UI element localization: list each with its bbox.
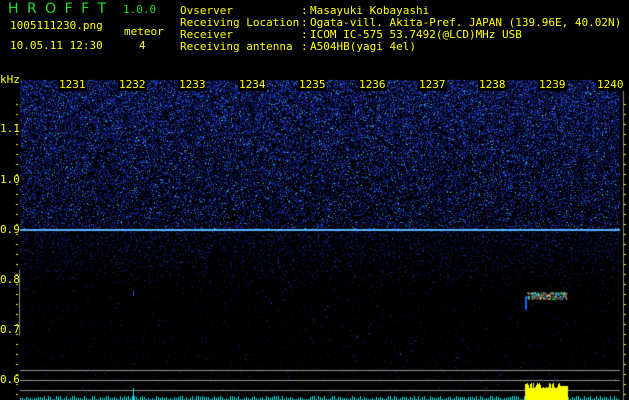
x-tick-label: 1237 — [418, 78, 447, 91]
antenna-label: Receiving antenna — [180, 40, 293, 53]
y-unit-label: kHz — [0, 73, 20, 86]
observer-label: Ovserver — [180, 4, 233, 17]
y-tick-label: 0.9 — [0, 223, 20, 236]
x-tick-label: 1236 — [358, 78, 387, 91]
location-label: Receiving Location — [180, 16, 300, 29]
y-tick-label: 0.6 — [0, 373, 20, 386]
y-tick-label: 1.0 — [0, 173, 20, 186]
observer-colon: : — [301, 4, 308, 17]
location-colon: : — [301, 16, 308, 29]
app-logo: H R O F F T — [8, 1, 109, 17]
receiver-value: ICOM IC-575 53.7492(@LCD)MHz USB — [310, 28, 522, 41]
file-name: 1005111230.png — [10, 19, 103, 32]
x-tick-label: 1233 — [178, 78, 207, 91]
x-tick-label: 1232 — [118, 78, 147, 91]
y-tick-label: 1.1 — [0, 122, 20, 135]
meteor-label: meteor — [124, 25, 164, 38]
x-tick-label: 1240 — [596, 78, 625, 91]
location-value: Ogata-vill. Akita-Pref. JAPAN (139.96E, … — [310, 16, 622, 29]
x-tick-label: 1238 — [478, 78, 507, 91]
x-tick-label: 1239 — [538, 78, 567, 91]
receiver-colon: : — [301, 28, 308, 41]
antenna-value: A504HB(yagi 4el) — [310, 40, 416, 53]
antenna-colon: : — [301, 40, 308, 53]
x-tick-label: 1235 — [298, 78, 327, 91]
y-tick-label: 0.7 — [0, 323, 20, 336]
x-tick-label: 1234 — [238, 78, 267, 91]
app-version: 1.0.0 — [123, 3, 157, 16]
meteor-count: 4 — [139, 39, 146, 52]
observer-value: Masayuki Kobayashi — [310, 4, 430, 17]
receiver-label: Receiver — [180, 28, 233, 41]
x-tick-label: 1231 — [58, 78, 87, 91]
file-datetime: 10.05.11 12:30 — [10, 39, 103, 52]
y-tick-label: 0.8 — [0, 273, 20, 286]
